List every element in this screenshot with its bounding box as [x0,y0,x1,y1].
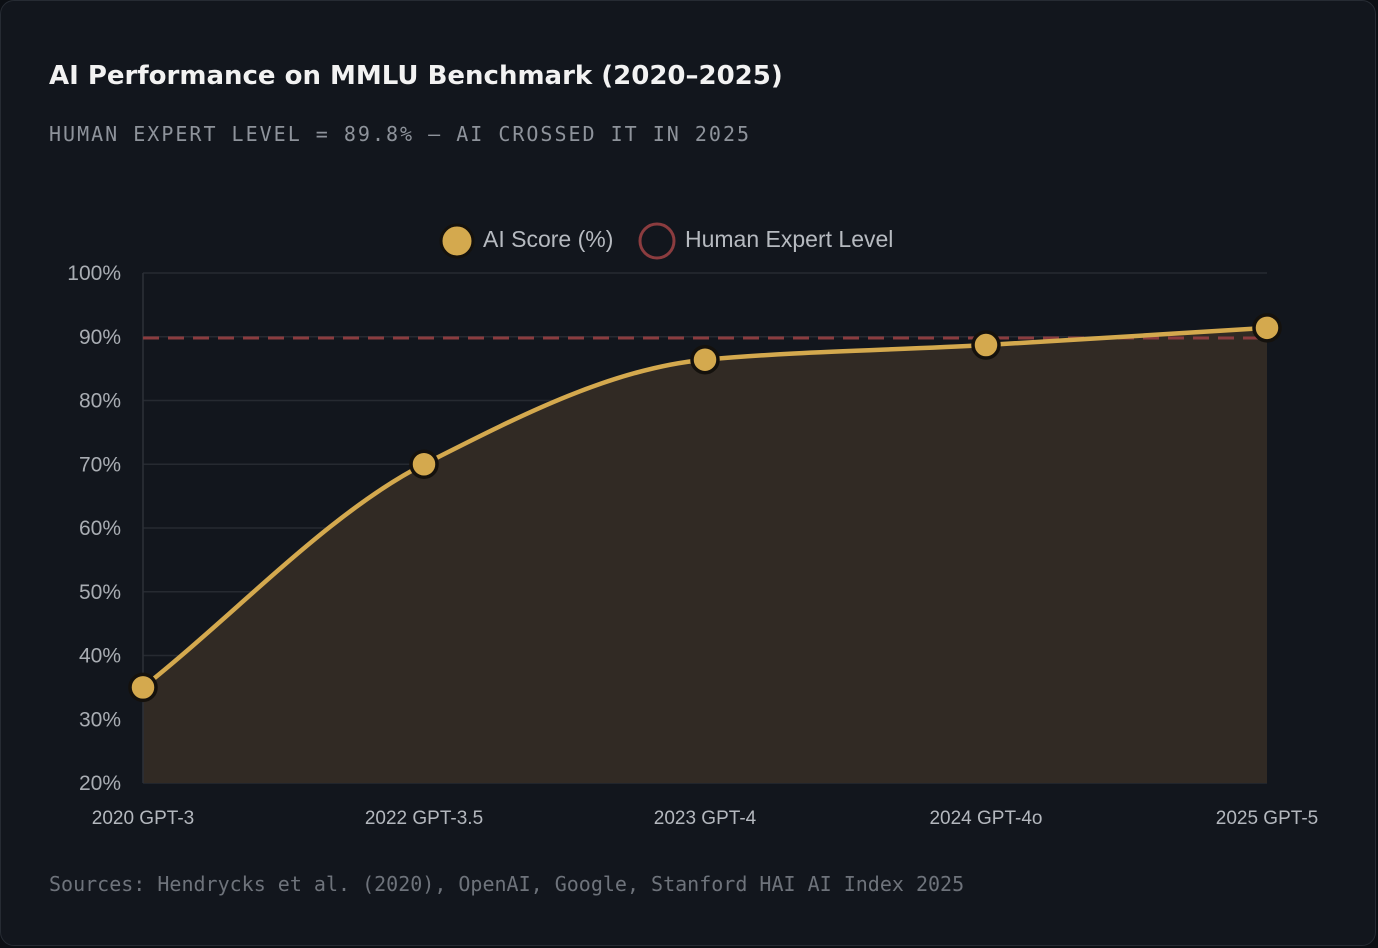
legend-marker-human-expert [638,222,676,260]
ai-score-area [143,327,1267,783]
x-tick-label: 2020 GPT-3 [92,808,194,829]
y-tick-label: 70% [79,453,121,476]
y-tick-label: 30% [79,708,121,731]
ai-score-line [140,325,1270,690]
chart-title: AI Performance on MMLU Benchmark (2020–2… [49,61,783,91]
ai-score-point [128,672,158,703]
source-note: Sources: Hendrycks et al. (2020), OpenAI… [49,872,965,896]
x-tick-label: 2022 GPT-3.5 [365,808,483,829]
ai-score-point [409,449,439,479]
y-tick-label: 40% [79,645,121,668]
y-tick-label: 90% [79,326,121,349]
ai-score-point [1252,313,1282,343]
x-tick-labels: 2020 GPT-3 2022 GPT-3.5 2023 GPT-4 2024 GPT… [92,808,1318,829]
y-tick-label: 60% [79,517,121,540]
x-tick-label: 2025 GPT-5 [1216,808,1318,829]
ai-score-point [690,344,720,375]
ai-score-series-line [140,325,1270,690]
area-fill [143,327,1267,783]
data-points [128,313,1282,703]
y-tick-labels: 100% 90% 80% 70% 60% 50% 40% 30% 20% [67,262,121,795]
x-tick-label: 2024 GPT-4o [929,808,1042,829]
x-tick-label: 2023 GPT-4 [654,808,757,829]
y-tick-label: 80% [79,390,121,413]
legend-label: Human Expert Level [685,226,893,252]
legend-marker-ai-score [439,223,475,259]
y-tick-label: 20% [79,772,121,795]
chart-subtitle: HUMAN EXPERT LEVEL = 89.8% — AI CROSSED … [49,122,752,146]
ai-score-point [971,330,1001,360]
y-tick-label: 100% [67,262,121,285]
legend-label: AI Score (%) [483,226,613,252]
legend: AI Score (%) Human Expert Level [439,222,893,260]
y-tick-label: 50% [79,581,121,604]
